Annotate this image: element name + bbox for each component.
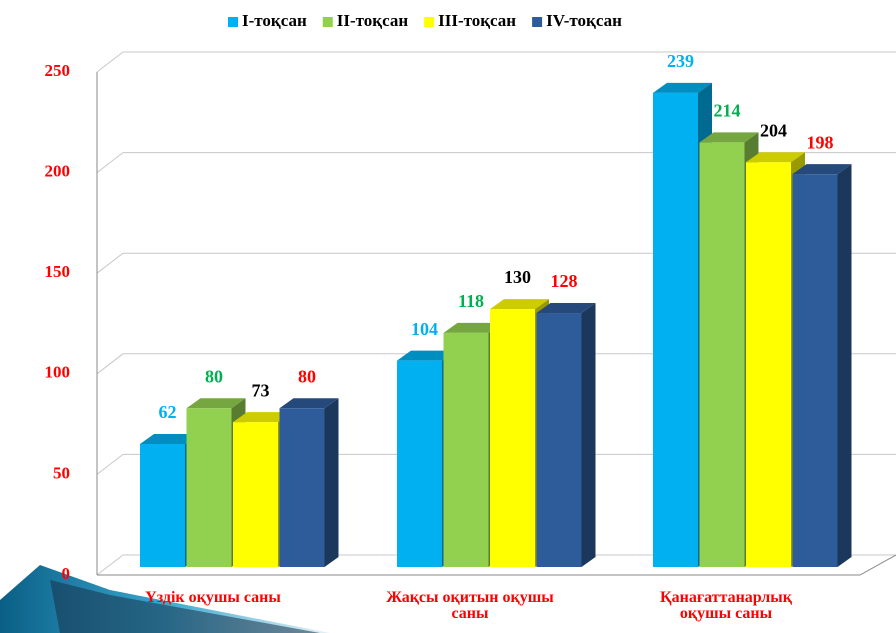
y-tick-label: 150: [45, 262, 71, 281]
bar: [653, 92, 698, 567]
bar-side: [837, 164, 852, 567]
data-label: 80: [205, 366, 223, 386]
bar-top: [536, 303, 596, 314]
data-label: 128: [551, 271, 578, 291]
bar-top: [746, 152, 805, 163]
legend-label: IV-тоқсан: [546, 11, 622, 30]
legend-swatch: [322, 17, 333, 27]
data-label: 198: [807, 132, 834, 152]
bar-top: [233, 412, 292, 423]
decoration-shadow: [50, 580, 320, 633]
grid-line: [96, 252, 896, 274]
grid-line: [96, 353, 896, 375]
bar-side: [581, 303, 596, 567]
bar-top: [140, 433, 199, 444]
bar-top: [490, 299, 549, 310]
data-label: 239: [667, 51, 694, 71]
bar-top: [653, 82, 712, 93]
x-tick-line: Жақсы оқитын оқушы: [386, 589, 554, 606]
bar-top: [279, 398, 339, 409]
data-label: 214: [714, 101, 741, 121]
bar: [792, 174, 838, 567]
y-tick-label: 250: [45, 61, 71, 80]
bar: [443, 332, 489, 567]
data-label: 80: [298, 366, 316, 386]
data-label: 204: [760, 120, 787, 140]
grid-line: [96, 453, 896, 475]
x-tick-label: Үздік оқушы саны: [145, 589, 281, 606]
bar: [397, 360, 442, 567]
legend-label: II-тоқсан: [337, 11, 409, 30]
bar: [279, 408, 325, 567]
legend-label: III-тоқсан: [438, 11, 516, 30]
legend-swatch: [532, 17, 543, 27]
x-tick-line: Үздік оқушы саны: [145, 589, 281, 606]
bar-side: [324, 398, 339, 567]
y-tick-label: 50: [53, 463, 70, 482]
x-tick-line: саны: [451, 605, 489, 622]
x-tick-label: Жақсы оқитын оқушы саны: [386, 589, 554, 622]
y-tick-label: 100: [45, 363, 71, 382]
y-tick-label: 200: [45, 162, 71, 181]
data-label: 62: [159, 402, 177, 422]
bar: [536, 313, 582, 567]
floor: [97, 554, 896, 576]
x-tick-label: Қанағаттанарлық оқушы саны: [660, 589, 793, 622]
data-label: 104: [411, 319, 438, 339]
bar: [490, 309, 535, 567]
data-label: 118: [458, 291, 484, 311]
bar-top: [699, 132, 759, 143]
data-label: 130: [504, 267, 531, 287]
bar: [233, 422, 278, 567]
x-tick-line: Қанағаттанарлық: [660, 589, 793, 606]
grid-line: [96, 152, 896, 173]
x-tick-line: оқушы саны: [680, 605, 773, 622]
bar-top: [186, 398, 246, 409]
grid-line: [96, 51, 896, 73]
bar: [140, 443, 185, 567]
legend-label: I-тоқсан: [242, 11, 307, 30]
legend-swatch: [228, 17, 238, 27]
bar: [746, 162, 791, 567]
grid-line: [96, 554, 896, 576]
y-tick-label: 0: [62, 564, 71, 583]
bar-top: [397, 350, 456, 361]
bar: [699, 142, 745, 567]
legend: I-тоқсан II-тоқсан III-тоқсан IV-тоқсан: [228, 11, 622, 30]
data-label: 73: [252, 380, 270, 400]
bar-top: [443, 322, 503, 333]
bar: [186, 408, 232, 567]
bar-top: [792, 164, 852, 175]
legend-swatch: [424, 17, 435, 27]
